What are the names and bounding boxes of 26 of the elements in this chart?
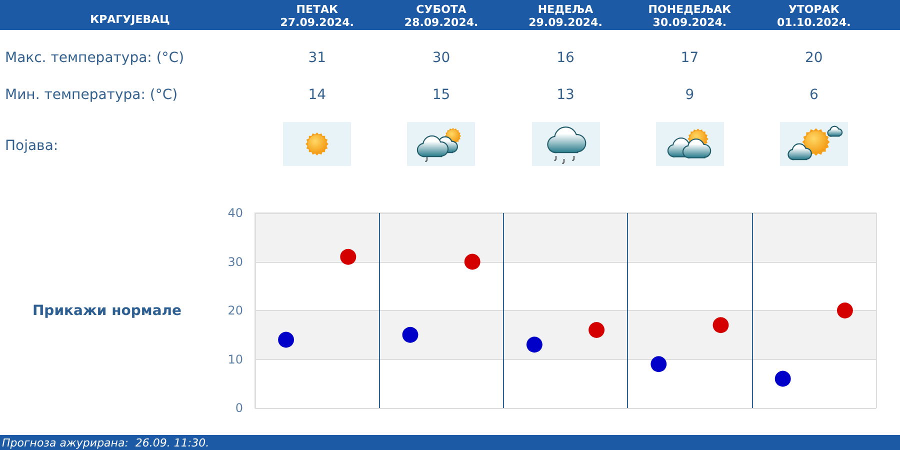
text: НЕДЕЉА 29.09.2024. [528, 3, 602, 29]
text: УТОРАК 01.10.2024. [777, 3, 851, 29]
data-label: 6 [809, 87, 818, 103]
y-tick-label: 20 [228, 304, 243, 318]
data-label: 15 [432, 87, 450, 103]
text: КРАГУЈЕВАЦ [90, 13, 170, 26]
text: Прогноза ажурирана: 26.09. 11:30. [2, 436, 210, 450]
text: ПОНЕДЕЉАК 30.09.2024. [648, 3, 732, 29]
data-label: 31 [308, 50, 326, 66]
y-tick-label: 30 [228, 254, 243, 269]
data-label: 17 [680, 50, 699, 66]
data-label: 20 [804, 50, 823, 66]
text: Макс. температура: (°C) [5, 50, 184, 66]
y-tick-label: 10 [228, 352, 243, 366]
y-tick-label: 40 [228, 206, 243, 220]
text: Појава: [5, 138, 58, 154]
data-label: 13 [556, 87, 574, 103]
text: Прикажи нормале [32, 303, 182, 319]
data-label: 9 [685, 87, 694, 103]
data-label: 30 [432, 50, 450, 66]
data-label: 16 [556, 50, 574, 66]
text: ПЕТАК 27.09.2024. [280, 3, 354, 29]
y-tick-label: 0 [235, 401, 243, 415]
text: Мин. температура: (°C) [5, 87, 178, 103]
text: СУБОТА 28.09.2024. [404, 3, 478, 29]
data-label: 14 [308, 87, 326, 103]
